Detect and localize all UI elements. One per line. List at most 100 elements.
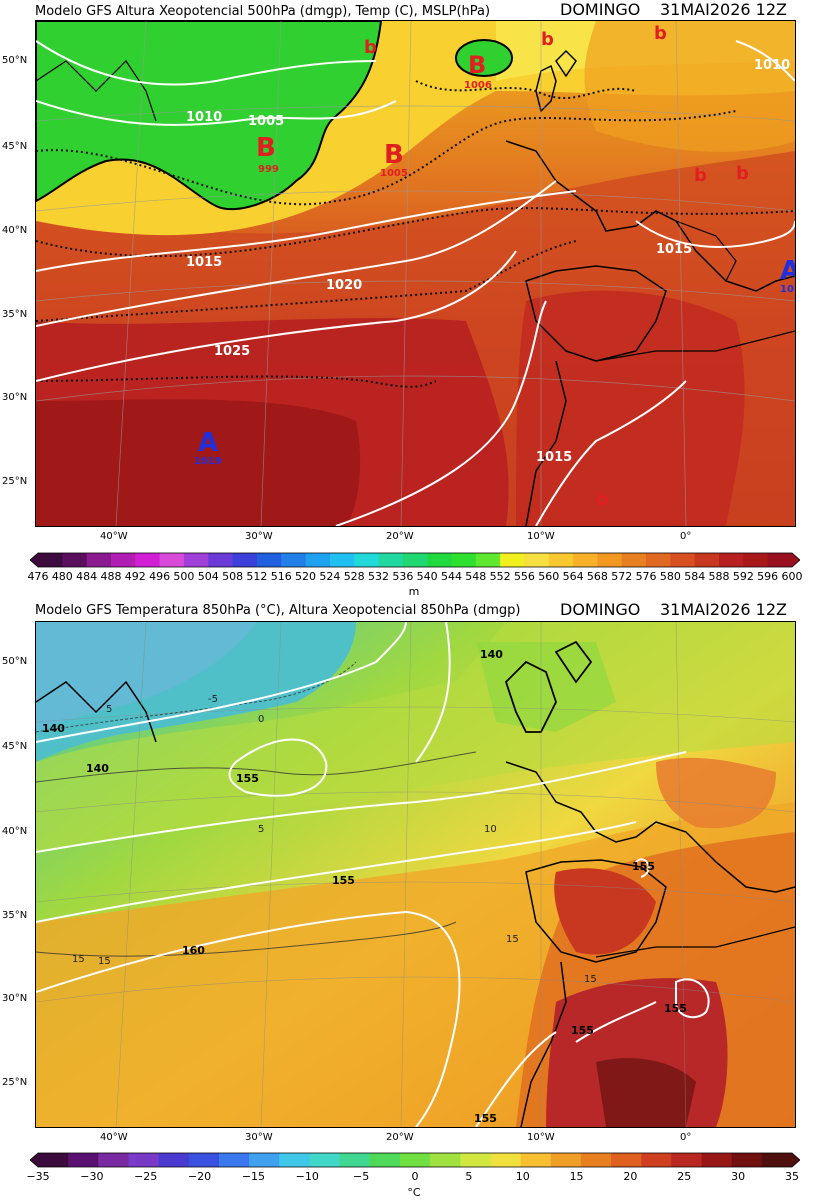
colorbar-tick-label: 580 (659, 570, 681, 583)
colorbar-swatch (520, 1153, 552, 1167)
colorbar-tick-label: 552 (489, 570, 511, 583)
t850-map: 140 140 140 155 155 160 155 155 155 155 … (35, 621, 796, 1128)
lat-label: 25°N (2, 476, 28, 487)
colorbar-tick-label: 476 (27, 570, 49, 583)
colorbar-tick-label: −25 (134, 1170, 158, 1183)
colorbar-swatch (281, 553, 307, 567)
colorbar-swatch (731, 1153, 763, 1167)
colorbar-swatch (597, 553, 623, 567)
high-pressure-letter: A (198, 428, 218, 458)
colorbar-swatch (208, 553, 234, 567)
colorbar-swatch (62, 553, 88, 567)
lat-label: 35°N (2, 910, 28, 921)
colorbar-swatch (249, 1153, 280, 1167)
isobar-label: 1010 (754, 58, 790, 73)
lon-label: 0° (680, 531, 692, 542)
isobar-label: 1005 (248, 114, 284, 129)
t850-colorbar (30, 1152, 800, 1168)
colorbar-swatch (38, 553, 63, 567)
lon-label: 30°W (245, 531, 273, 542)
low-pressure-value: 1005 (380, 168, 408, 179)
colorbar-min-arrow (30, 1153, 38, 1167)
colorbar-swatch (135, 553, 161, 567)
colorbar-tick-label: 568 (586, 570, 608, 583)
colorbar-max-arrow (792, 553, 800, 567)
minor-low-letter: b (654, 23, 667, 44)
colorbar-swatch (128, 1153, 160, 1167)
colorbar-tick-label: 532 (368, 570, 390, 583)
colorbar-max-arrow (792, 1153, 800, 1167)
high-pressure-letter: A (780, 256, 795, 286)
colorbar-swatch (399, 1153, 431, 1167)
colorbar-tick-label: 524 (319, 570, 341, 583)
isobar-label: 1015 (656, 242, 692, 257)
t850-colorbar-unit: °C (407, 1186, 421, 1199)
colorbar-swatch (767, 553, 793, 567)
lat-label: 50°N (2, 55, 28, 66)
colorbar-tick-label: 536 (392, 570, 414, 583)
colorbar-swatch (38, 1153, 69, 1167)
colorbar-tick-label: 540 (416, 570, 438, 583)
lat-label: 30°N (2, 392, 28, 403)
colorbar-tick-label: 5 (465, 1170, 473, 1183)
high-pressure-value: 101 (780, 284, 795, 295)
lat-label: 40°N (2, 826, 28, 837)
colorbar-tick-label: −20 (187, 1170, 212, 1183)
colorbar-swatch (694, 553, 720, 567)
colorbar-swatch (309, 1153, 341, 1167)
colorbar-tick-label: 492 (124, 570, 146, 583)
colorbar-swatch (86, 553, 112, 567)
colorbar-swatch (98, 1153, 129, 1167)
low-pressure-letter: B (256, 133, 276, 163)
colorbar-tick-label: 20 (623, 1170, 638, 1183)
colorbar-tick-label: 556 (513, 570, 535, 583)
colorbar-tick-label: 10 (515, 1170, 530, 1183)
colorbar-swatch (524, 553, 550, 567)
low-pressure-value: 1006 (464, 80, 492, 91)
colorbar-tick-label: 544 (440, 570, 462, 583)
lat-label: 40°N (2, 225, 28, 236)
isobar-label: 1020 (326, 278, 362, 293)
lat-label: 45°N (2, 741, 28, 752)
z500-colorbar (30, 552, 800, 568)
colorbar-swatch (701, 1153, 733, 1167)
minor-low-letter: b (694, 165, 707, 186)
colorbar-swatch (339, 1153, 371, 1167)
colorbar-swatch (369, 1153, 401, 1167)
minor-low-letter: b (736, 163, 749, 184)
colorbar-swatch (670, 553, 696, 567)
colorbar-tick-label: 548 (465, 570, 487, 583)
contour-label: 155 (474, 1112, 497, 1125)
low-pressure-value: 999 (258, 164, 279, 175)
colorbar-swatch (500, 553, 525, 567)
lon-label: 10°W (527, 531, 555, 542)
colorbar-tick-label: 596 (757, 570, 779, 583)
lat-label: 45°N (2, 141, 28, 152)
colorbar-swatch (475, 553, 501, 567)
contour-label: 140 (42, 722, 65, 735)
isotherm-label: -5 (208, 694, 218, 705)
colorbar-tick-label: −30 (80, 1170, 104, 1183)
isotherm-label: 10 (484, 824, 497, 835)
contour-label: 155 (632, 860, 655, 873)
colorbar-tick-label: 0 (411, 1170, 419, 1183)
high-pressure-value: 1019 (194, 456, 222, 467)
colorbar-swatch (427, 553, 452, 567)
colorbar-swatch (671, 1153, 703, 1167)
colorbar-tick-label: −10 (295, 1170, 319, 1183)
colorbar-swatch (460, 1153, 491, 1167)
colorbar-tick-label: 600 (781, 570, 803, 583)
colorbar-swatch (641, 1153, 672, 1167)
lon-label: 40°W (100, 531, 128, 542)
lat-label: 50°N (2, 656, 28, 667)
colorbar-tick-label: 572 (611, 570, 633, 583)
colorbar-swatch (621, 553, 647, 567)
colorbar-swatch (218, 1153, 250, 1167)
lon-label: 20°W (386, 1132, 414, 1143)
contour-label: 155 (236, 772, 259, 785)
low-pressure-letter: B (468, 51, 486, 79)
colorbar-tick-label: 512 (246, 570, 268, 583)
colorbar-swatch (550, 1153, 582, 1167)
panel2-day: DOMINGO (560, 600, 641, 619)
low-pressure-letter: B (384, 140, 404, 170)
